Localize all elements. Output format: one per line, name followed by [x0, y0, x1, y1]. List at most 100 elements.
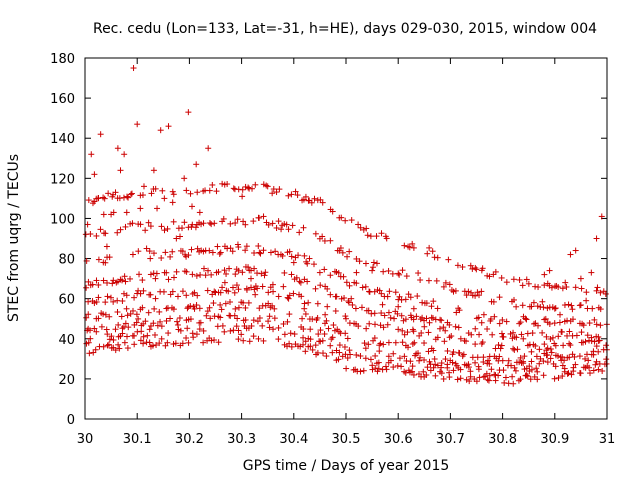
stec-point: [343, 315, 349, 322]
stec-point: [297, 279, 304, 286]
stec-point: [95, 315, 102, 322]
stec-point: [235, 327, 242, 334]
stec-point: [551, 320, 558, 327]
stec-point: [102, 259, 109, 266]
stec-point: [110, 336, 117, 343]
stec-point: [165, 276, 172, 283]
stec-point: [286, 340, 293, 347]
stec-point: [275, 251, 282, 258]
stec-point: [381, 312, 388, 319]
stec-point: [307, 326, 314, 333]
stec-point: [510, 345, 517, 352]
stec-point: [187, 190, 194, 197]
y-tick-label: 120: [50, 172, 75, 187]
stec-point: [386, 288, 393, 295]
stec-point: [287, 330, 294, 337]
stec-point: [463, 376, 470, 383]
stec-point: [495, 341, 502, 348]
stec-point: [131, 332, 138, 339]
stec-point: [594, 284, 601, 291]
stec-point: [380, 268, 387, 275]
stec-point: [118, 313, 125, 320]
stec-point: [565, 370, 572, 377]
stec-point: [433, 277, 440, 284]
stec-point: [302, 338, 309, 345]
stec-point: [296, 291, 303, 298]
stec-point: [372, 321, 379, 328]
stec-point: [593, 343, 600, 350]
stec-point: [373, 260, 380, 267]
stec-point: [232, 271, 239, 278]
stec-point: [214, 323, 221, 330]
stec-point: [255, 242, 262, 249]
stec-point: [324, 303, 331, 310]
stec-point: [498, 342, 505, 349]
stec-point: [517, 354, 524, 361]
stec-point: [108, 333, 115, 340]
stec-point: [390, 364, 397, 371]
stec-point: [559, 353, 566, 360]
stec-point: [582, 338, 589, 345]
stec-point: [551, 305, 558, 312]
stec-point: [583, 289, 590, 296]
stec-point: [312, 230, 319, 237]
stec-point: [463, 292, 470, 299]
stec-point: [256, 249, 263, 256]
stec-point: [432, 361, 439, 368]
stec-point: [202, 272, 209, 279]
stec-point: [127, 191, 134, 198]
stec-point: [385, 353, 392, 360]
stec-point: [348, 295, 355, 302]
stec-point: [221, 328, 228, 335]
stec-point: [176, 314, 183, 321]
stec-point: [355, 323, 362, 330]
stec-point: [93, 232, 100, 239]
stec-point: [122, 278, 129, 285]
stec-point: [534, 303, 541, 310]
stec-point: [547, 355, 554, 362]
stec-point: [424, 250, 431, 257]
stec-point: [434, 362, 441, 369]
stec-point: [217, 249, 224, 256]
stec-point: [122, 223, 129, 230]
stec-point: [227, 299, 234, 306]
stec-point: [526, 363, 533, 370]
stec-point: [476, 331, 483, 338]
stec-point: [211, 336, 218, 343]
stec-point: [218, 306, 225, 313]
stec-point: [568, 371, 575, 378]
stec-point: [106, 313, 113, 320]
stec-point: [385, 309, 392, 316]
stec-point: [169, 288, 176, 295]
stec-point: [147, 291, 154, 298]
stec-point: [97, 226, 104, 233]
stec-point: [179, 340, 186, 347]
stec-point: [261, 272, 268, 279]
stec-point: [304, 260, 311, 267]
stec-point: [363, 307, 370, 314]
stec-point: [442, 356, 449, 363]
stec-point: [450, 349, 457, 356]
stec-point: [549, 334, 556, 341]
stec-point: [489, 331, 496, 338]
stec-point: [593, 235, 600, 242]
stec-point: [473, 266, 480, 273]
stec-point: [564, 332, 571, 339]
stec-point: [378, 290, 385, 297]
stec-point: [325, 325, 332, 332]
stec-point: [444, 347, 451, 354]
stec-point: [235, 267, 242, 274]
stec-point: [517, 376, 524, 383]
stec-point: [93, 328, 100, 335]
stec-point: [456, 350, 463, 357]
stec-point: [320, 350, 327, 357]
stec-point: [534, 322, 541, 329]
stec-point: [411, 339, 418, 346]
stec-point: [341, 295, 348, 302]
stec-point: [243, 285, 250, 292]
stec-point: [288, 191, 295, 198]
stec-point: [595, 348, 602, 355]
stec-point: [89, 281, 96, 288]
stec-point: [140, 340, 147, 347]
